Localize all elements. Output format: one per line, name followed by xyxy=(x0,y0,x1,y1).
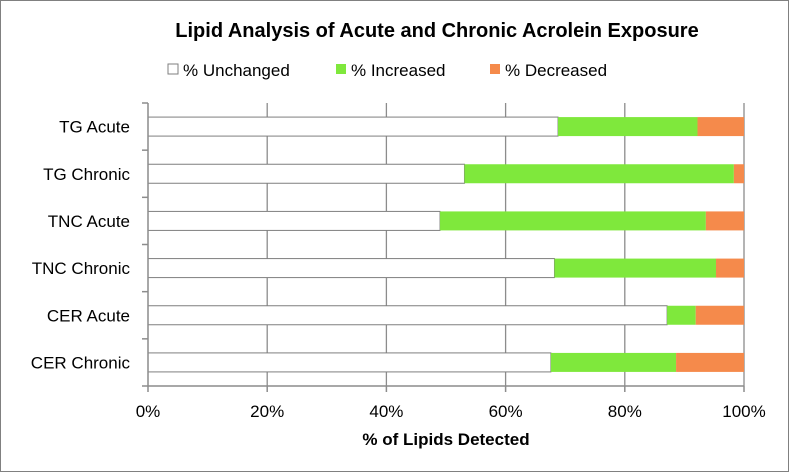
legend-swatch xyxy=(167,63,179,75)
y-tick-label: TG Chronic xyxy=(43,165,130,184)
bar-segment xyxy=(667,305,696,325)
bar-segment xyxy=(697,117,744,137)
legend-label: % Increased xyxy=(351,61,446,80)
bar-segment xyxy=(147,116,559,137)
bar-segment xyxy=(695,305,744,325)
bar-segment xyxy=(147,210,441,231)
bar-segment xyxy=(147,258,555,279)
legend: % Unchanged % Increased % Decreased xyxy=(167,61,607,80)
gridlines xyxy=(266,103,745,386)
bar-segment xyxy=(558,117,698,137)
x-tick-label: 60% xyxy=(489,402,523,421)
y-tick-labels: TG Acute TG Chronic TNC Acute TNC Chronic CE… xyxy=(31,118,131,373)
legend-swatch xyxy=(490,64,500,74)
bar-segment xyxy=(440,211,706,231)
bar-segment xyxy=(464,164,734,184)
bar-segment xyxy=(676,352,744,372)
legend-label: % Decreased xyxy=(505,61,607,80)
bar-segment xyxy=(147,305,668,326)
bar-segment xyxy=(147,163,465,184)
axes xyxy=(142,102,745,392)
bars xyxy=(147,116,744,373)
x-tick-labels: 0% 20% 40% 60% 80% 100% xyxy=(136,402,766,421)
x-tick-label: 100% xyxy=(722,402,765,421)
bar-segment xyxy=(550,352,677,372)
x-tick-label: 20% xyxy=(250,402,284,421)
y-tick-label: TNC Acute xyxy=(48,212,130,231)
x-tick-label: 0% xyxy=(136,402,161,421)
y-tick-label: TNC Chronic xyxy=(32,259,131,278)
bar-segment xyxy=(147,352,552,373)
bar-segment xyxy=(705,211,744,231)
x-tick-label: 40% xyxy=(369,402,403,421)
bar-segment xyxy=(715,258,744,278)
legend-swatch xyxy=(336,64,346,74)
x-axis-title: % of Lipids Detected xyxy=(362,430,529,449)
y-tick-label: TG Acute xyxy=(59,118,130,137)
legend-label: % Unchanged xyxy=(183,61,290,80)
chart-title: Lipid Analysis of Acute and Chronic Acro… xyxy=(175,20,698,42)
x-tick-label: 80% xyxy=(608,402,642,421)
bar-segment xyxy=(554,258,716,278)
y-tick-label: CER Acute xyxy=(47,306,130,325)
y-tick-label: CER Chronic xyxy=(31,353,131,372)
bar-segment xyxy=(733,164,744,184)
